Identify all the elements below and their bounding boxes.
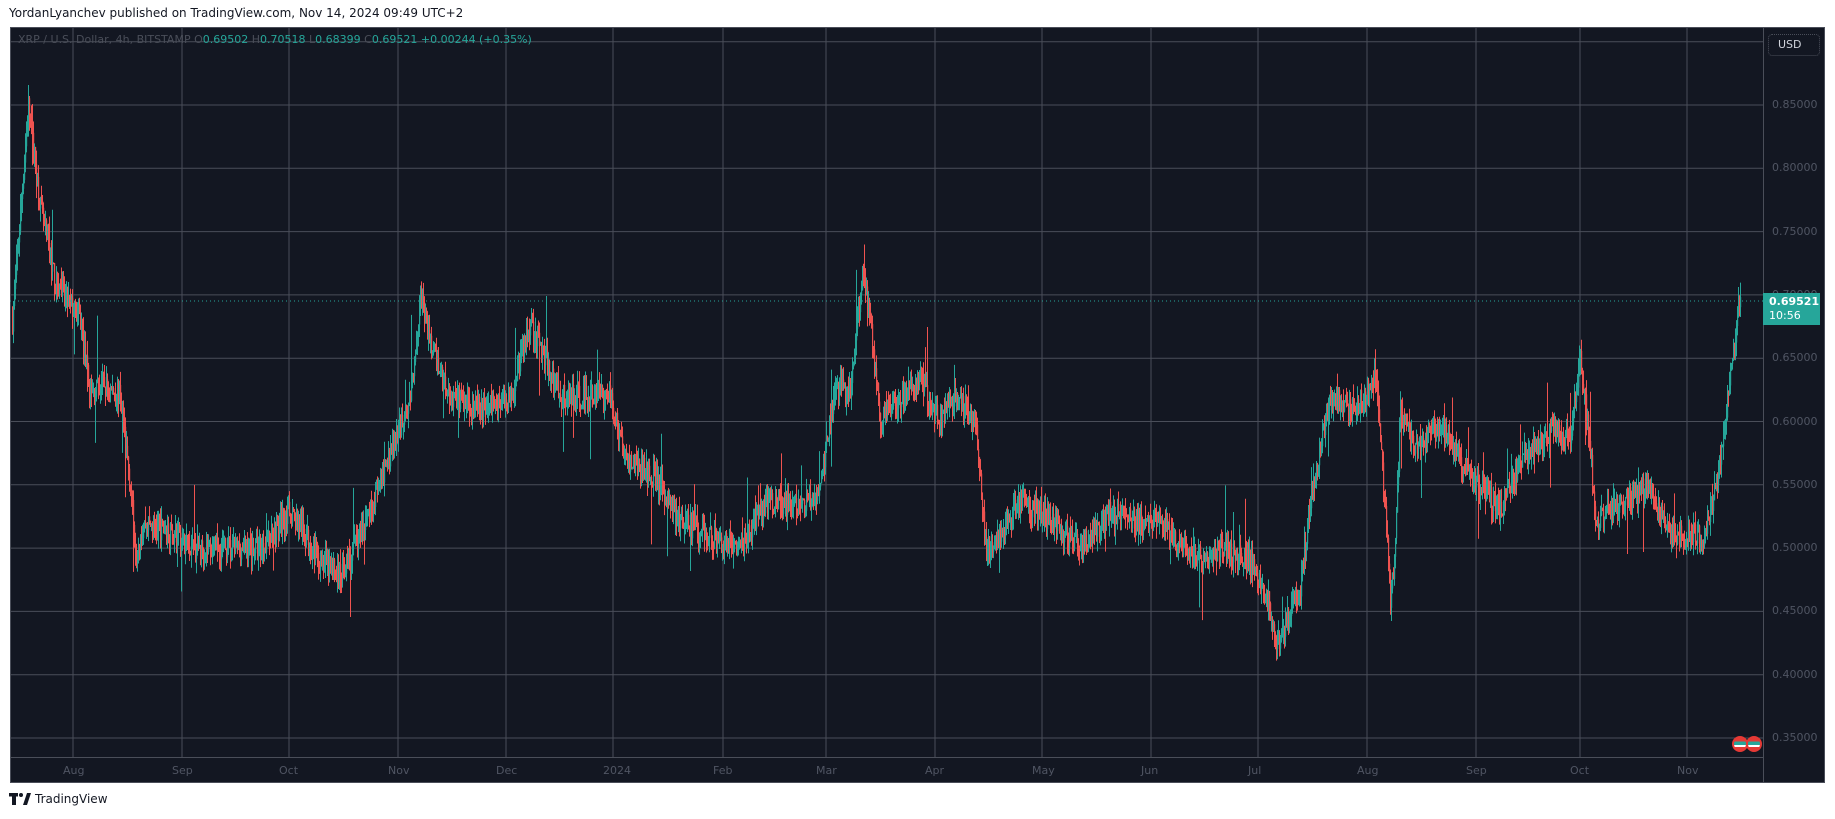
close-key: C [364, 33, 372, 46]
time-tick-label: Apr [925, 764, 945, 777]
price-tick-label: 0.45000 [1772, 604, 1818, 618]
bar-countdown: 10:56 [1769, 309, 1801, 322]
price-tick-label: 0.35000 [1772, 731, 1818, 744]
time-tick-label: Nov [1677, 764, 1699, 777]
time-tick-label: Jun [1141, 764, 1159, 777]
time-tick-label: Oct [279, 764, 299, 777]
symbol-description[interactable]: XRP / U.S. Dollar, 4h, BITSTAMP [18, 33, 191, 46]
time-tick-label: Aug [1357, 764, 1379, 777]
price-axis[interactable]: 0.850000.800000.750000.700000.650000.600… [1763, 27, 1825, 783]
ohlc-legend: XRP / U.S. Dollar, 4h, BITSTAMP O0.69502… [18, 33, 532, 46]
time-tick-label: Jul [1248, 764, 1262, 777]
price-tick-label: 0.85000 [1772, 98, 1818, 111]
publisher-line: YordanLyanchev published on TradingView.… [9, 6, 464, 20]
price-tick-label: 0.40000 [1772, 667, 1818, 681]
candlestick-chart[interactable] [10, 27, 1763, 757]
us-flag-event-icon[interactable] [1746, 736, 1762, 752]
price-tick-label: 0.55000 [1772, 477, 1818, 491]
close-value: 0.69521 [371, 33, 418, 46]
time-tick-label: Sep [1466, 764, 1487, 777]
price-tick-label: 0.80000 [1772, 161, 1818, 175]
time-tick-label: Nov [388, 764, 410, 777]
price-tick-label: 0.75000 [1772, 224, 1818, 238]
chart-frame [10, 27, 1825, 783]
currency-button[interactable]: USD [1768, 34, 1820, 56]
low-value: 0.68399 [315, 33, 361, 46]
time-tick-label: Mar [816, 764, 837, 777]
time-tick-label: Aug [63, 764, 85, 777]
low-key: L [309, 33, 316, 46]
chart-plot-area[interactable] [10, 27, 1763, 757]
change-value: +0.00244 (+0.35%) [420, 33, 532, 46]
price-tick-label: 0.65000 [1772, 351, 1818, 365]
time-tick-label: May [1032, 764, 1055, 777]
last-price-value: 0.69521 [1769, 295, 1820, 308]
time-tick-label: Dec [496, 764, 518, 777]
time-tick-label: Feb [713, 764, 733, 777]
open-key: O [194, 33, 203, 46]
high-value: 0.70518 [260, 33, 306, 46]
tradingview-logo-icon [9, 793, 31, 805]
last-price-label: 0.69521 10:56 [1763, 293, 1820, 325]
price-tick-label: 0.60000 [1772, 414, 1818, 428]
price-tick-label: 0.50000 [1772, 541, 1818, 555]
time-tick-label: Sep [172, 764, 193, 777]
high-key: H [251, 33, 261, 46]
brand-name: TradingView [35, 792, 108, 806]
time-tick-label: 2024 [603, 764, 631, 777]
open-value: 0.69502 [202, 33, 249, 46]
tradingview-brand: TradingView [9, 792, 108, 806]
time-axis[interactable]: Aug Sep Oct Nov Dec 2024 Feb Mar Apr May Jun Jul Aug… [10, 757, 1763, 783]
time-tick-label: Oct [1570, 764, 1590, 777]
